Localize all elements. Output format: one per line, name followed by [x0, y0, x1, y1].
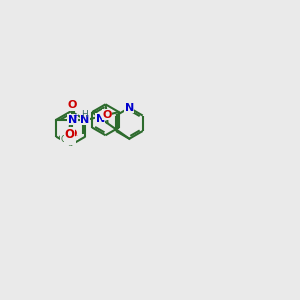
- Text: +: +: [73, 113, 78, 119]
- Text: N: N: [80, 115, 89, 125]
- Text: O: O: [68, 100, 77, 110]
- Text: CH₃: CH₃: [61, 135, 75, 144]
- Text: O: O: [64, 128, 74, 141]
- Text: N: N: [68, 115, 77, 125]
- Text: N: N: [125, 103, 134, 113]
- Text: O: O: [68, 129, 77, 140]
- Text: H: H: [81, 110, 88, 119]
- Text: N: N: [96, 113, 105, 124]
- Text: ⁻: ⁻: [74, 133, 78, 142]
- Text: O: O: [102, 110, 112, 120]
